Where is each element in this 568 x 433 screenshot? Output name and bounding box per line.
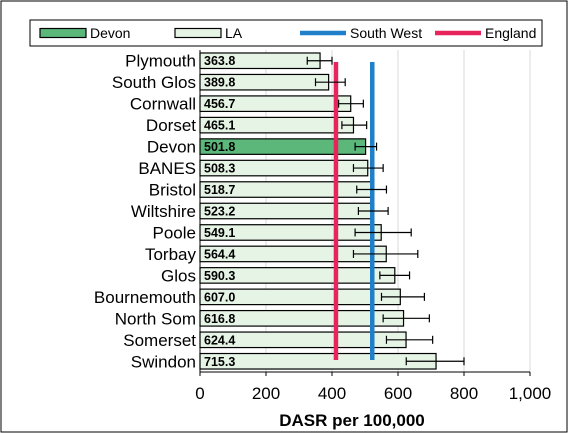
x-tick-label: 0	[195, 384, 204, 403]
bar	[199, 352, 437, 370]
x-tick-label: 800	[450, 384, 478, 403]
legend-swatch	[174, 27, 222, 39]
value-label: 501.8	[204, 140, 235, 154]
value-label: 523.2	[204, 205, 235, 219]
category-label: Dorset	[146, 116, 196, 135]
legend-label: South West	[350, 25, 422, 41]
category-label: Glos	[161, 266, 196, 285]
value-label: 549.1	[204, 226, 235, 240]
value-label: 518.7	[204, 183, 235, 197]
value-labels: 363.8 389.8 456.7 465.1 501.8 508.3 518.7 523.2…	[204, 54, 235, 369]
category-label: Swindon	[131, 352, 196, 371]
error-bars	[306, 56, 465, 366]
value-label: 363.8	[204, 54, 235, 68]
x-tick-label: 200	[252, 384, 280, 403]
category-label: North Som	[115, 309, 196, 328]
value-label: 564.4	[204, 247, 235, 261]
value-label: 616.8	[204, 312, 235, 326]
value-label: 624.4	[204, 333, 235, 347]
value-label: 389.8	[204, 76, 235, 90]
value-label: 607.0	[204, 290, 235, 304]
value-label: 590.3	[204, 269, 235, 283]
legend: Devon LA South West England	[29, 19, 543, 47]
category-label: Devon	[147, 138, 196, 157]
category-label: Cornwall	[130, 95, 196, 114]
legend-label: England	[485, 25, 536, 41]
x-axis-title: DASR per 100,000	[279, 411, 425, 430]
x-axis: 0 200 400 600 800 1,000	[195, 50, 551, 403]
category-label: BANES	[138, 159, 196, 178]
legend-swatch	[39, 27, 87, 39]
category-label: Somerset	[123, 331, 196, 350]
category-label: Torbay	[145, 245, 197, 264]
category-label: Wiltshire	[131, 202, 196, 221]
category-label: Plymouth	[125, 52, 196, 71]
category-label: Bournemouth	[94, 288, 196, 307]
category-label: Poole	[153, 223, 196, 242]
value-label: 508.3	[204, 162, 235, 176]
value-label: 456.7	[204, 97, 235, 111]
legend-label: Devon	[90, 25, 130, 41]
x-tick-label: 400	[318, 384, 346, 403]
bars	[199, 52, 437, 370]
x-tick-label: 600	[384, 384, 412, 403]
x-tick-label: 1,000	[509, 384, 552, 403]
value-label: 715.3	[204, 355, 235, 369]
category-labels: Plymouth South Glos Cornwall Dorset Devon BAN…	[94, 52, 197, 372]
category-label: South Glos	[112, 73, 196, 92]
value-label: 465.1	[204, 119, 235, 133]
category-label: Bristol	[149, 181, 196, 200]
legend-label: LA	[225, 25, 243, 41]
